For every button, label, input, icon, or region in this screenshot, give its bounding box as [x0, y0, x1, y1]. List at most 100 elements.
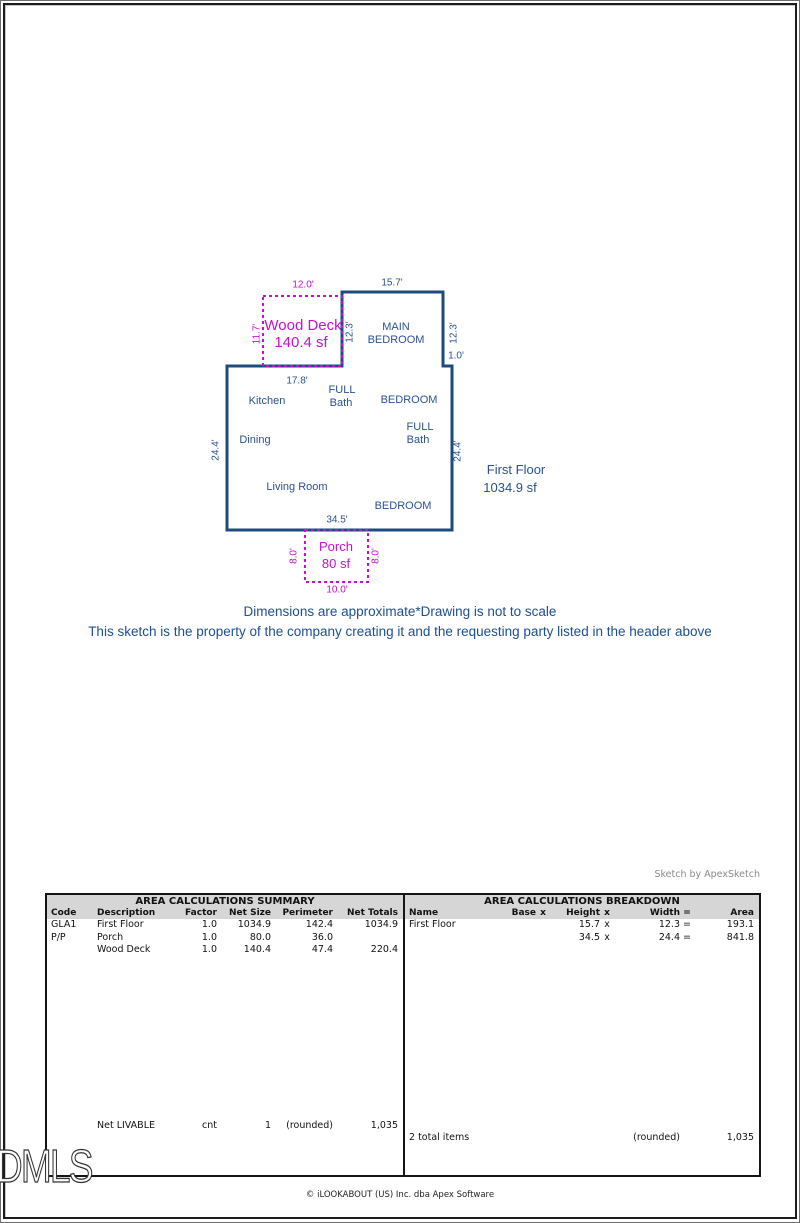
bedroom-bottom-label: BEDROOM: [374, 499, 432, 512]
porch-label: Porch: [319, 538, 353, 554]
summary-cell-net-size: 140.4: [243, 944, 271, 955]
summary-cell-net-totals: [333, 932, 403, 945]
summary-cell-net-size: 80.0: [249, 931, 271, 943]
breakdown-cell-base: [480, 932, 536, 945]
summary-total-label: Net LIVABLE: [97, 1120, 155, 1131]
house-dim-right: 24.4': [452, 440, 464, 462]
deck-dim-left: 11.7': [251, 323, 263, 345]
summary-total-unit: cnt: [202, 1120, 217, 1131]
breakdown-cell-name: [405, 932, 480, 945]
summary-cell-perimeter: 142.4: [305, 919, 333, 930]
summary-header-row: Code Description Factor Net Size Perimet…: [47, 908, 403, 919]
porch-dim-right: 8.0': [370, 548, 382, 564]
breakdown-header-height: Height: [566, 908, 600, 918]
breakdown-cell-x: x: [604, 931, 610, 943]
summary-total-count: 1: [264, 1120, 271, 1131]
mls-watermark: DMLS: [0, 1140, 94, 1192]
bedroom-right-label: BEDROOM: [380, 393, 438, 406]
summary-header-perimeter: Perimeter: [282, 908, 333, 918]
deck-dim-top: 12.0': [292, 279, 314, 291]
summary-cell-net-totals: 1034.9: [364, 919, 398, 930]
bedroom-dim-right: 12.3': [448, 322, 460, 344]
summary-cell-code: GLA1: [51, 919, 77, 930]
breakdown-cell-x-spacer: [536, 919, 550, 932]
living-room-label: Living Room: [266, 480, 328, 493]
summary-cell-net-size: 1034.9: [237, 919, 271, 930]
breakdown-total-value: 1,035: [726, 1132, 754, 1143]
main-bedroom-label-line2: BEDROOM: [367, 333, 425, 346]
summary-cell-description: First Floor: [97, 919, 144, 930]
table-row: First Floor 15.7 x 12.3 = 193.1: [405, 919, 759, 932]
page-border: [3, 3, 797, 1219]
breakdown-total-spacer2: [536, 1132, 550, 1145]
summary-total-spacer: [47, 1120, 95, 1133]
wood-deck-area: 140.4 sf: [274, 333, 328, 351]
breakdown-cell-base: [480, 919, 536, 932]
summary-total-note: (rounded): [286, 1120, 333, 1131]
breakdown-header-row: Name Base x Height x Width = Area: [405, 908, 759, 919]
disclaimer-line1: Dimensions are approximate*Drawing is no…: [243, 604, 557, 619]
porch-area: 80 sf: [321, 555, 351, 571]
breakdown-cell-name: First Floor: [409, 919, 456, 930]
breakdown-total-label: 2 total items: [409, 1132, 470, 1143]
sketch-credit: Sketch by ApexSketch: [654, 869, 760, 880]
breakdown-cell-area: 193.1: [726, 919, 754, 930]
floor-plan-outline: [225, 290, 454, 583]
kitchen-dim-top: 17.8': [286, 375, 308, 387]
summary-header-description: Description: [97, 908, 156, 918]
jog-dim: 1.0': [448, 350, 464, 362]
breakdown-cell-eq: =: [683, 919, 691, 930]
breakdown-total-spacer5: [680, 1132, 694, 1145]
breakdown-total-note: (rounded): [633, 1132, 680, 1143]
summary-total-row: Net LIVABLE cnt 1 (rounded) 1,035: [47, 1120, 403, 1133]
full-bath-1-label-line1: FULL: [328, 383, 356, 396]
porch-outline: [304, 529, 369, 583]
summary-cell-factor: 1.0: [201, 919, 217, 930]
disclaimer-line2: This sketch is the property of the compa…: [88, 624, 712, 639]
breakdown-table: AREA CALCULATIONS BREAKDOWN Name Base x …: [405, 895, 759, 1175]
summary-cell-description: Porch: [97, 931, 124, 943]
breakdown-cell-width: 24.4: [658, 931, 680, 943]
summary-cell-code: [47, 944, 95, 957]
full-bath-2-label-line1: FULL: [406, 420, 434, 433]
disclaimer: Dimensions are approximate*Drawing is no…: [0, 602, 800, 642]
breakdown-header-area: Area: [730, 908, 754, 918]
table-row: GLA1 First Floor 1.0 1034.9 142.4 1034.9: [47, 919, 403, 932]
full-bath-1-label-line2: Bath: [329, 396, 353, 409]
summary-title: AREA CALCULATIONS SUMMARY: [47, 895, 403, 908]
full-bath-2-label-line2: Bath: [406, 433, 430, 446]
breakdown-cell-area: 841.8: [726, 931, 754, 943]
breakdown-cell-eq: =: [683, 931, 691, 943]
summary-cell-perimeter: 47.4: [311, 944, 333, 955]
breakdown-cell-height: 15.7: [578, 919, 600, 930]
summary-cell-net-totals: 220.4: [370, 944, 398, 955]
breakdown-total-spacer3: [550, 1132, 600, 1145]
main-bedroom-label-line1: MAIN: [382, 320, 410, 333]
dining-label: Dining: [239, 433, 271, 446]
breakdown-header-width: Width: [649, 908, 680, 918]
bedroom-dim-top: 15.7': [381, 277, 403, 289]
house-outline-path: [225, 290, 454, 532]
bedroom-dim-left: 12.3': [344, 321, 356, 343]
summary-cell-perimeter: 36.0: [311, 931, 333, 943]
breakdown-header-eq: =: [683, 908, 691, 918]
summary-cell-factor: 1.0: [201, 931, 217, 943]
breakdown-title: AREA CALCULATIONS BREAKDOWN: [405, 895, 759, 908]
table-row: Wood Deck 1.0 140.4 47.4 220.4: [47, 944, 403, 957]
breakdown-header-name: Name: [409, 908, 439, 918]
table-row: P/P Porch 1.0 80.0 36.0: [47, 932, 403, 945]
breakdown-header-base: Base: [511, 908, 536, 918]
house-dim-bottom: 34.5': [326, 514, 348, 526]
summary-total-value: 1,035: [370, 1120, 398, 1131]
footer-copyright: © iLOOKABOUT (US) Inc. dba Apex Software: [305, 1190, 495, 1200]
summary-header-factor: Factor: [185, 908, 217, 918]
breakdown-cell-x: x: [604, 919, 610, 930]
summary-cell-code: P/P: [51, 931, 66, 943]
summary-header-net-totals: Net Totals: [346, 908, 398, 918]
breakdown-cell-x-spacer: [536, 932, 550, 945]
first-floor-area: 1034.9 sf: [483, 479, 537, 495]
summary-header-code: Code: [51, 908, 77, 918]
porch-dim-left: 8.0': [288, 548, 300, 564]
wood-deck-outline: [262, 295, 343, 367]
summary-header-net-size: Net Size: [229, 908, 271, 918]
